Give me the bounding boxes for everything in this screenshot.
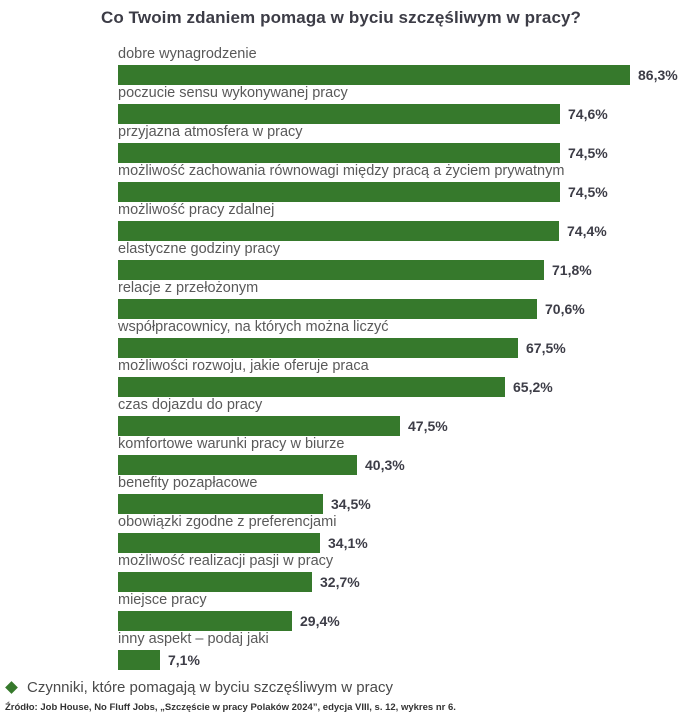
bar-row: dobre wynagrodzenie 86,3% [118, 46, 682, 85]
bar [118, 572, 312, 592]
bar [118, 182, 560, 202]
category-label: współpracownicy, na których można liczyć [118, 319, 389, 335]
value-label: 74,6% [568, 106, 608, 122]
category-label: komfortowe warunki pracy w biurze [118, 436, 345, 452]
bar-line: 40,3% [118, 455, 682, 475]
bar-row: możliwość zachowania równowagi między pr… [118, 163, 682, 202]
category-label: elastyczne godziny pracy [118, 241, 280, 257]
bar [118, 260, 544, 280]
value-label: 86,3% [638, 67, 678, 83]
bar-row: przyjazna atmosfera w pracy 74,5% [118, 124, 682, 163]
category-label: możliwość realizacji pasji w pracy [118, 553, 334, 569]
value-label: 40,3% [365, 457, 405, 473]
bar-row: możliwość pracy zdalnej 74,4% [118, 202, 682, 241]
bar-line: 34,1% [118, 533, 682, 553]
value-label: 74,5% [568, 145, 608, 161]
value-label: 47,5% [408, 418, 448, 434]
category-label: obowiązki zgodne z preferencjami [118, 514, 337, 530]
bar [118, 455, 357, 475]
bar-line: 86,3% [118, 65, 682, 85]
bar [118, 611, 292, 631]
value-label: 67,5% [526, 340, 566, 356]
bar [118, 416, 400, 436]
bar-line: 74,5% [118, 143, 682, 163]
bar [118, 143, 560, 163]
value-label: 65,2% [513, 379, 553, 395]
value-label: 29,4% [300, 613, 340, 629]
bar-line: 47,5% [118, 416, 682, 436]
bar-line: 67,5% [118, 338, 682, 358]
bar-line: 65,2% [118, 377, 682, 397]
value-label: 74,4% [567, 223, 607, 239]
category-label: dobre wynagrodzenie [118, 46, 257, 62]
bar-line: 29,4% [118, 611, 682, 631]
bar-line: 74,5% [118, 182, 682, 202]
bar-row: benefity pozapłacowe 34,5% [118, 475, 682, 514]
bar-row: obowiązki zgodne z preferencjami 34,1% [118, 514, 682, 553]
value-label: 70,6% [545, 301, 585, 317]
bar [118, 533, 320, 553]
bar-row: inny aspekt – podaj jaki 7,1% [118, 631, 682, 670]
bar-row: czas dojazdu do pracy 47,5% [118, 397, 682, 436]
bar-row: miejsce pracy 29,4% [118, 592, 682, 631]
legend: Czynniki, które pomagają w byciu szczęśl… [5, 679, 682, 696]
bar-line: 74,4% [118, 221, 682, 241]
bar-line: 71,8% [118, 260, 682, 280]
category-label: benefity pozapłacowe [118, 475, 258, 491]
bar-row: elastyczne godziny pracy 71,8% [118, 241, 682, 280]
bar-rows: dobre wynagrodzenie 86,3% poczucie sensu w… [118, 46, 682, 670]
bar-row: relacje z przełożonym 70,6% [118, 280, 682, 319]
category-label: inny aspekt – podaj jaki [118, 631, 269, 647]
bar [118, 338, 518, 358]
category-label: poczucie sensu wykonywanej pracy [118, 85, 348, 101]
category-label: możliwość pracy zdalnej [118, 202, 275, 218]
value-label: 74,5% [568, 184, 608, 200]
bar [118, 65, 630, 85]
bar [118, 650, 160, 670]
bar-row: możliwości rozwoju, jakie oferuje praca 6… [118, 358, 682, 397]
bar-line: 74,6% [118, 104, 682, 124]
category-label: relacje z przełożonym [118, 280, 259, 296]
value-label: 34,1% [328, 535, 368, 551]
source-note: Źródło: Job House, No Fluff Jobs, „Szczę… [5, 702, 456, 713]
bar-line: 70,6% [118, 299, 682, 319]
category-label: miejsce pracy [118, 592, 207, 608]
bar-row: poczucie sensu wykonywanej pracy 74,6% [118, 85, 682, 124]
value-label: 34,5% [331, 496, 371, 512]
bar [118, 221, 559, 241]
legend-diamond-icon [5, 681, 18, 694]
value-label: 32,7% [320, 574, 360, 590]
category-label: czas dojazdu do pracy [118, 397, 263, 413]
bar [118, 494, 323, 514]
legend-label: Czynniki, które pomagają w byciu szczęśl… [27, 679, 393, 696]
value-label: 7,1% [168, 652, 200, 668]
category-label: przyjazna atmosfera w pracy [118, 124, 303, 140]
bar-row: współpracownicy, na których można liczyć… [118, 319, 682, 358]
bar-line: 32,7% [118, 572, 682, 592]
bar-row: możliwość realizacji pasji w pracy 32,7% [118, 553, 682, 592]
bar [118, 299, 537, 319]
bar [118, 104, 560, 124]
bar-line: 34,5% [118, 494, 682, 514]
bar-line: 7,1% [118, 650, 682, 670]
chart-title: Co Twoim zdaniem pomaga w byciu szczęśli… [100, 8, 582, 27]
bar-row: komfortowe warunki pracy w biurze 40,3% [118, 436, 682, 475]
category-label: możliwość zachowania równowagi między pr… [118, 163, 565, 179]
category-label: możliwości rozwoju, jakie oferuje praca [118, 358, 369, 374]
bar [118, 377, 505, 397]
value-label: 71,8% [552, 262, 592, 278]
